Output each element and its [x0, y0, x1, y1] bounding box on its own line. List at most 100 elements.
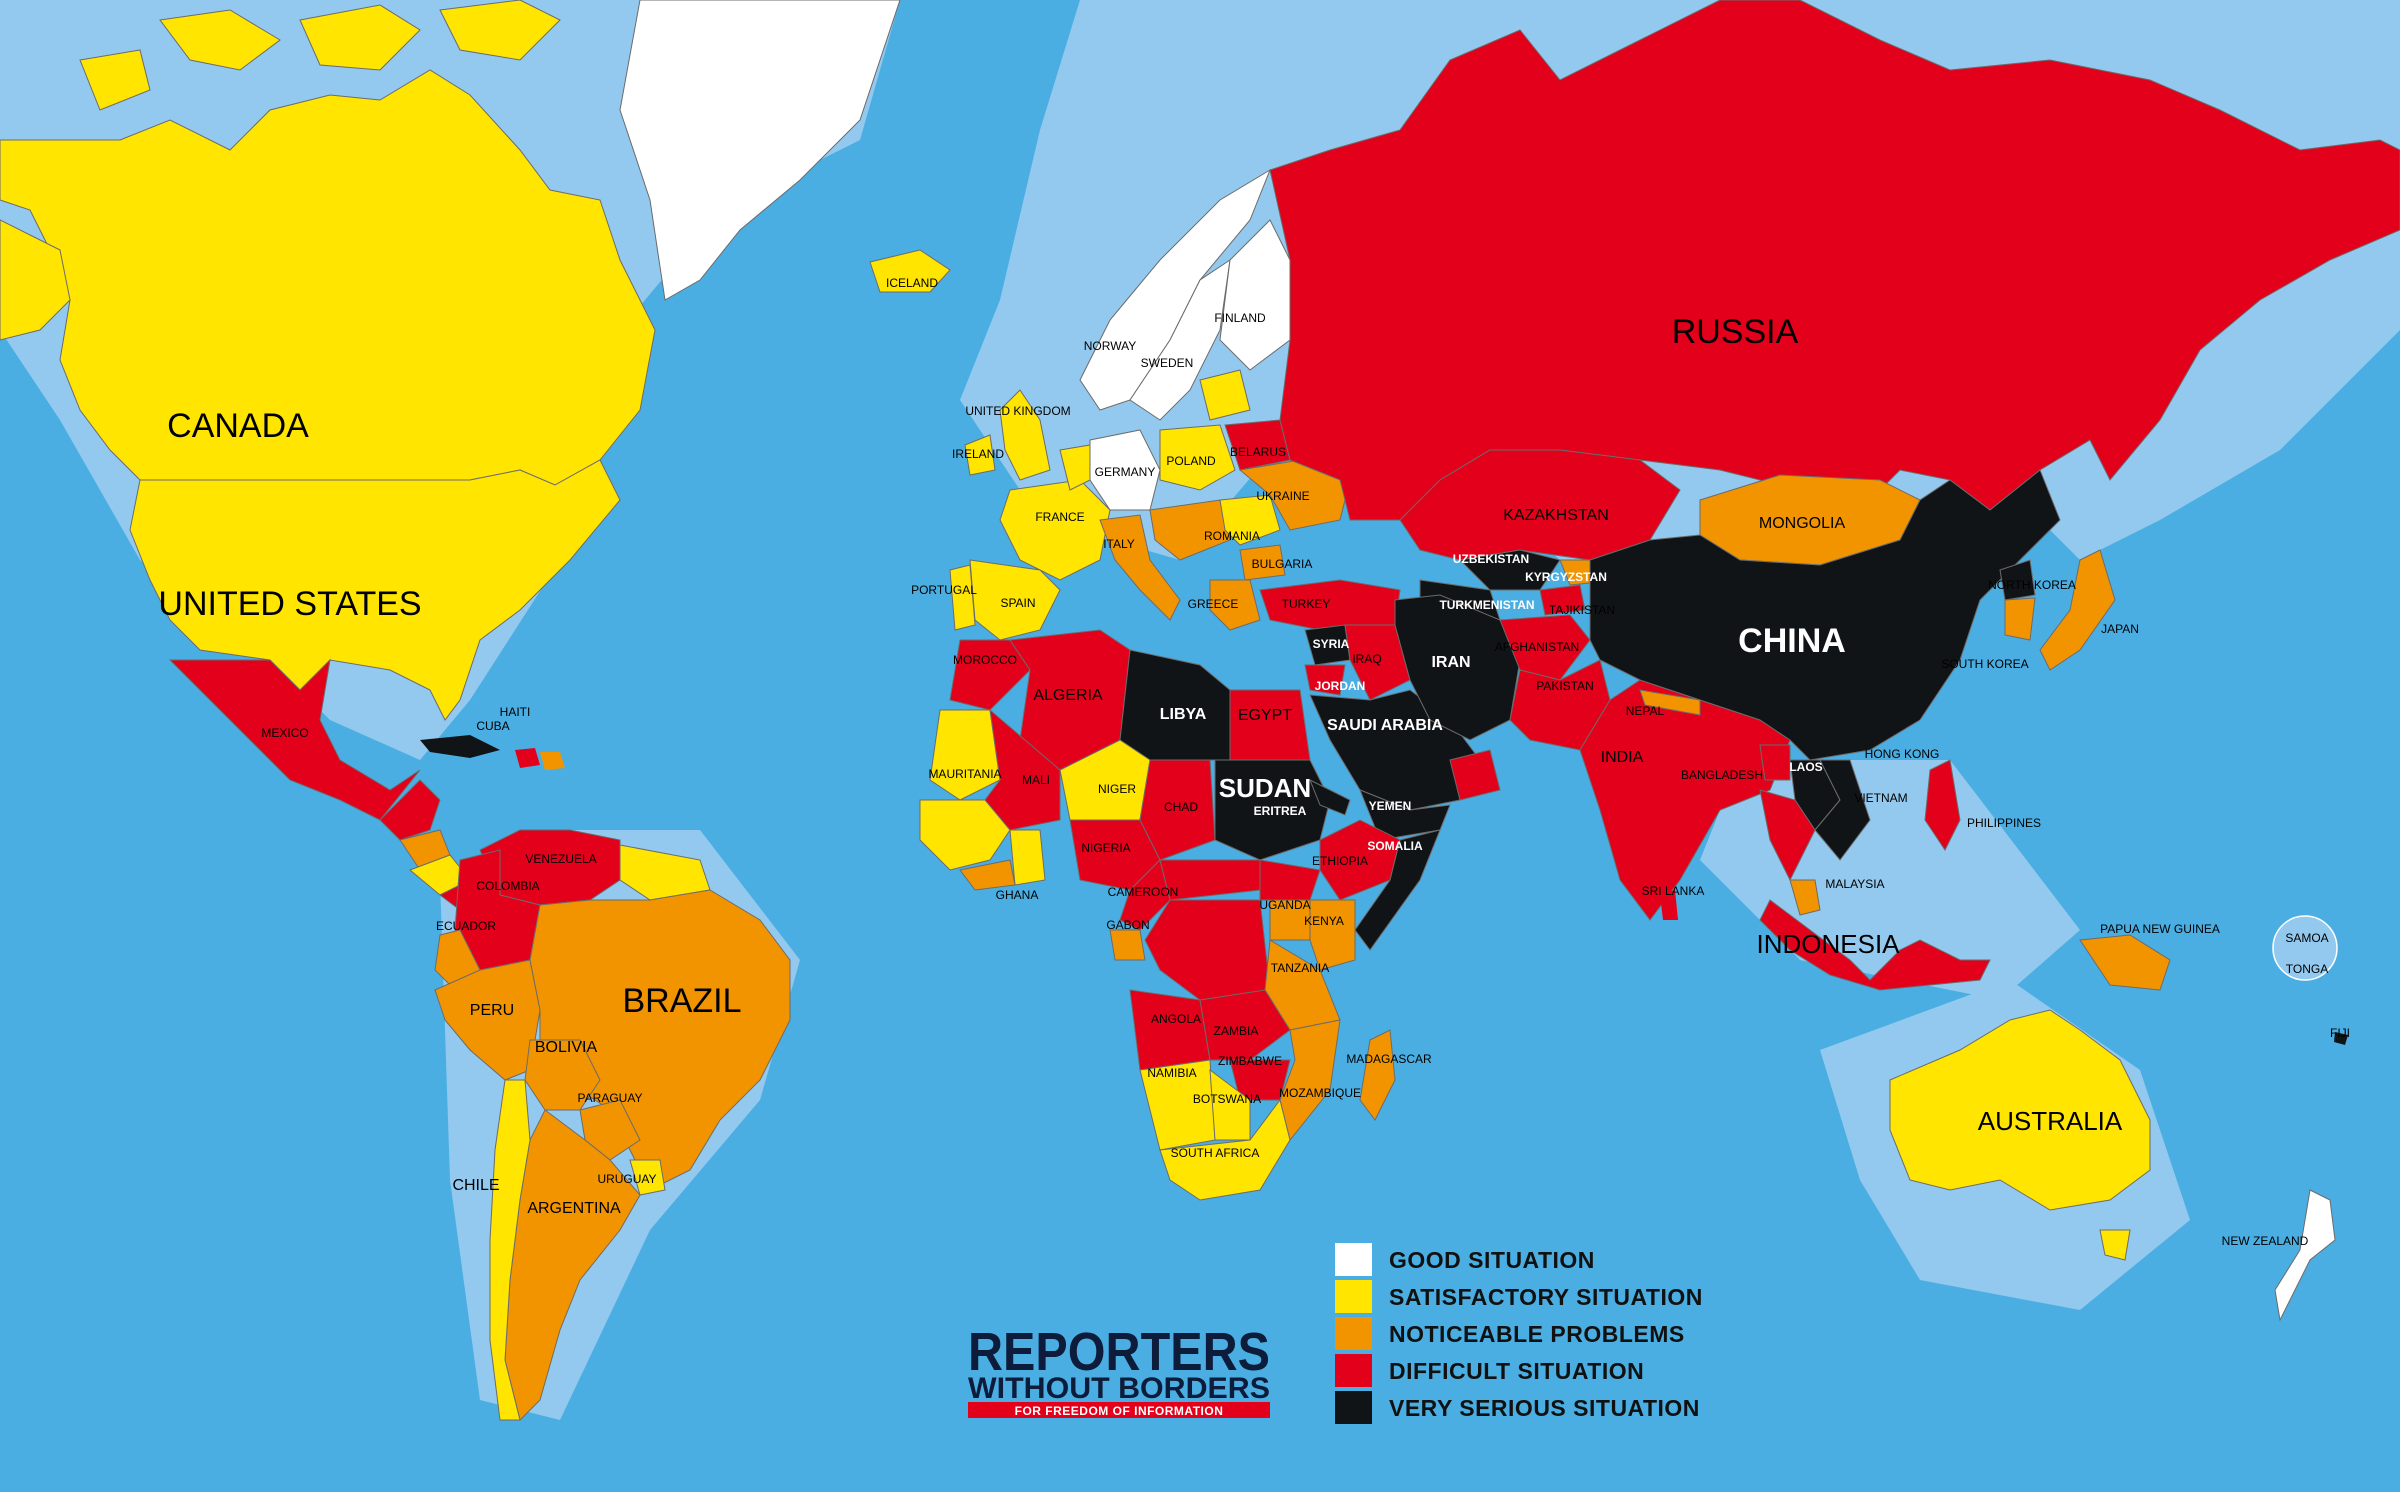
label-argentina: ARGENTINA [527, 1200, 621, 1217]
country-poland[interactable] [1159, 424, 1236, 491]
country-united-kingdom[interactable] [999, 389, 1051, 481]
label-iran: IRAN [1431, 654, 1470, 671]
country-vietnam[interactable] [1814, 759, 1871, 861]
country-greece[interactable] [1209, 579, 1261, 631]
pacific-inset-circle [2272, 915, 2338, 981]
label-turkmenistan: TURKMENISTAN [1439, 598, 1534, 612]
country-south-korea[interactable] [2004, 597, 2036, 641]
label-romania: ROMANIA [1204, 529, 1260, 543]
country-australia[interactable] [1889, 1009, 2151, 1211]
label-madagascar: MADAGASCAR [1346, 1052, 1432, 1066]
label-vietnam: VIETNAM [1854, 791, 1907, 805]
oceania [1889, 915, 2348, 1322]
country-sri-lanka[interactable] [1660, 890, 1678, 920]
country-bulgaria[interactable] [1239, 544, 1286, 581]
country-chad[interactable] [1139, 759, 1216, 861]
country-mauritania[interactable] [929, 709, 1001, 801]
country-ghana[interactable] [1009, 829, 1046, 886]
country-italy[interactable] [1099, 514, 1181, 621]
label-bolivia: BOLIVIA [535, 1039, 598, 1056]
country-north-korea[interactable] [1999, 559, 2036, 601]
country-afghanistan[interactable] [1499, 614, 1591, 681]
label-samoa: SAMOA [2285, 931, 2328, 945]
label-ukraine: UKRAINE [1256, 489, 1309, 503]
label-tajikistan: TAJIKISTAN [1549, 603, 1615, 617]
legend-label-very-serious: VERY SERIOUS SITUATION [1389, 1395, 1700, 1421]
south-america [434, 829, 791, 1421]
country-paraguay[interactable] [579, 1099, 641, 1161]
country-malaysia[interactable] [1789, 879, 1821, 916]
country-iraq[interactable] [1344, 624, 1411, 701]
country-morocco[interactable] [949, 639, 1031, 711]
label-greece: GREECE [1188, 597, 1239, 611]
legend-label-difficult: DIFFICULT SITUATION [1389, 1358, 1644, 1384]
label-kyrgyzstan: KYRGYZSTAN [1525, 570, 1607, 584]
country-japan[interactable] [2039, 549, 2116, 671]
label-kazakhstan: KAZAKHSTAN [1503, 507, 1609, 524]
country-ireland[interactable] [964, 434, 996, 476]
country-portugal[interactable] [949, 564, 976, 631]
north-america [0, 0, 656, 911]
country-united-states[interactable] [129, 459, 621, 721]
country-cameroon[interactable] [1119, 859, 1171, 931]
country-zambia[interactable] [1199, 989, 1291, 1061]
country-tajikistan[interactable] [1539, 584, 1586, 616]
label-canada: CANADA [167, 407, 309, 445]
country-egypt[interactable] [1229, 689, 1311, 761]
country-gabon[interactable] [1109, 929, 1146, 961]
country-chile[interactable] [489, 1079, 531, 1421]
label-italy: ITALY [1103, 537, 1135, 551]
country-madagascar[interactable] [1359, 1029, 1396, 1121]
label-japan: JAPAN [2101, 622, 2139, 636]
country-norway[interactable] [1079, 168, 1272, 411]
label-brazil: BRAZIL [622, 982, 741, 1020]
label-mali: MALI [1022, 773, 1050, 787]
country-china[interactable] [1589, 469, 2061, 761]
country-sweden[interactable] [1129, 258, 1231, 421]
label-venezuela: VENEZUELA [525, 852, 596, 866]
country-greenland [619, 0, 901, 301]
label-finland: FINLAND [1214, 311, 1266, 325]
country-cuba[interactable] [420, 735, 500, 758]
country-iceland[interactable] [869, 249, 951, 293]
label-zimbabwe: ZIMBABWE [1218, 1054, 1282, 1068]
country-indonesia[interactable] [1759, 899, 1991, 991]
country-venezuela[interactable] [479, 829, 621, 906]
logo-tagline-bar [968, 1402, 1270, 1418]
country-iran[interactable] [1394, 594, 1521, 741]
country-papua-new-guinea[interactable] [2079, 934, 2171, 991]
country-uzbekistan[interactable] [1458, 549, 1561, 591]
label-paraguay: PARAGUAY [578, 1091, 643, 1105]
label-morocco: MOROCCO [953, 653, 1017, 667]
country-somalia[interactable] [1354, 829, 1441, 951]
country-new-zealand[interactable] [2274, 1189, 2336, 1322]
country-angola[interactable] [1129, 989, 1211, 1071]
country-bangladesh[interactable] [1759, 744, 1791, 781]
label-malaysia: MALAYSIA [1825, 877, 1884, 891]
label-mongolia: MONGOLIA [1759, 515, 1846, 532]
country-philippines[interactable] [1924, 759, 1961, 851]
label-china: CHINA [1738, 622, 1846, 660]
legend-item-difficult: DIFFICULT SITUATION [1335, 1354, 1644, 1387]
label-haiti: HAITI [500, 705, 531, 719]
legend-item-noticeable: NOTICEABLE PROBLEMS [1335, 1317, 1684, 1350]
label-united-states: UNITED STATES [158, 585, 421, 623]
legend-label-good: GOOD SITUATION [1389, 1247, 1595, 1273]
country-south-africa[interactable] [1159, 1098, 1291, 1201]
legend-item-very-serious: VERY SERIOUS SITUATION [1335, 1391, 1700, 1424]
country-eritrea[interactable] [1309, 778, 1351, 816]
country-mexico[interactable] [168, 658, 421, 821]
country-kazakhstan[interactable] [1399, 449, 1681, 561]
label-turkey: TURKEY [1282, 597, 1331, 611]
country-france[interactable] [999, 479, 1111, 581]
label-zambia: ZAMBIA [1214, 1024, 1259, 1038]
africa [919, 629, 1441, 1201]
label-united-kingdom: UNITED KINGDOM [965, 404, 1070, 418]
country-kenya[interactable] [1309, 899, 1356, 971]
label-ethiopia: ETHIOPIA [1312, 854, 1368, 868]
country-nepal[interactable] [1639, 689, 1701, 716]
country-uruguay[interactable] [629, 1159, 666, 1196]
country-jordan[interactable] [1304, 664, 1346, 696]
label-bangladesh: BANGLADESH [1681, 768, 1763, 782]
country-romania[interactable] [1219, 494, 1281, 546]
